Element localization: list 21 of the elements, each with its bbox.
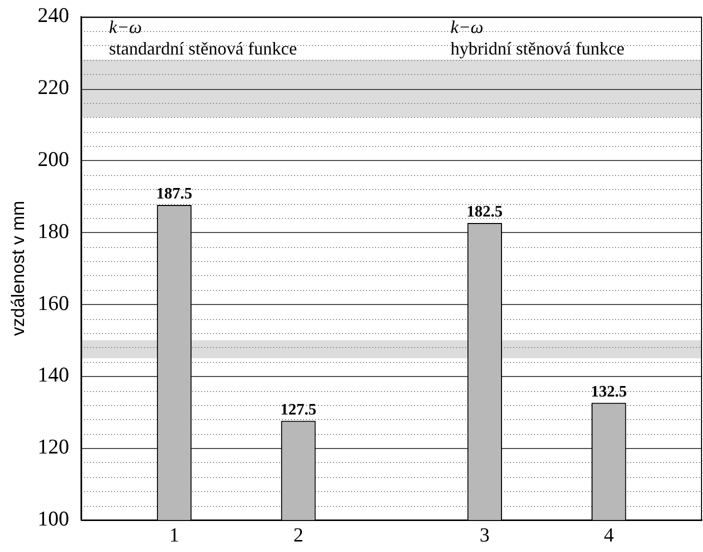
annotation: k−ω <box>450 16 484 37</box>
data-label: 132.5 <box>590 383 627 400</box>
data-label: 127.5 <box>280 401 316 418</box>
x-tick-label: 4 <box>604 524 614 546</box>
y-tick-label: 220 <box>38 75 70 100</box>
y-axis-title: vzdálenost v mm <box>8 200 28 336</box>
y-tick-label: 140 <box>38 362 70 387</box>
y-tick-label: 120 <box>38 434 70 459</box>
annotation: k−ω <box>109 16 142 37</box>
annotation: standardní stěnová funkce <box>109 38 297 58</box>
annotation: hybridní stěnová funkce <box>450 38 624 58</box>
data-label: 182.5 <box>466 203 503 220</box>
x-tick-label: 3 <box>480 524 490 546</box>
y-tick-label: 200 <box>38 146 70 171</box>
y-tick-label: 240 <box>38 3 70 28</box>
y-tick-label: 160 <box>38 290 70 315</box>
y-tick-label: 100 <box>38 506 70 531</box>
y-tick-label: 180 <box>38 218 70 243</box>
x-tick-label: 1 <box>169 524 180 546</box>
data-label: 187.5 <box>156 186 192 203</box>
x-tick-label: 2 <box>293 524 304 546</box>
